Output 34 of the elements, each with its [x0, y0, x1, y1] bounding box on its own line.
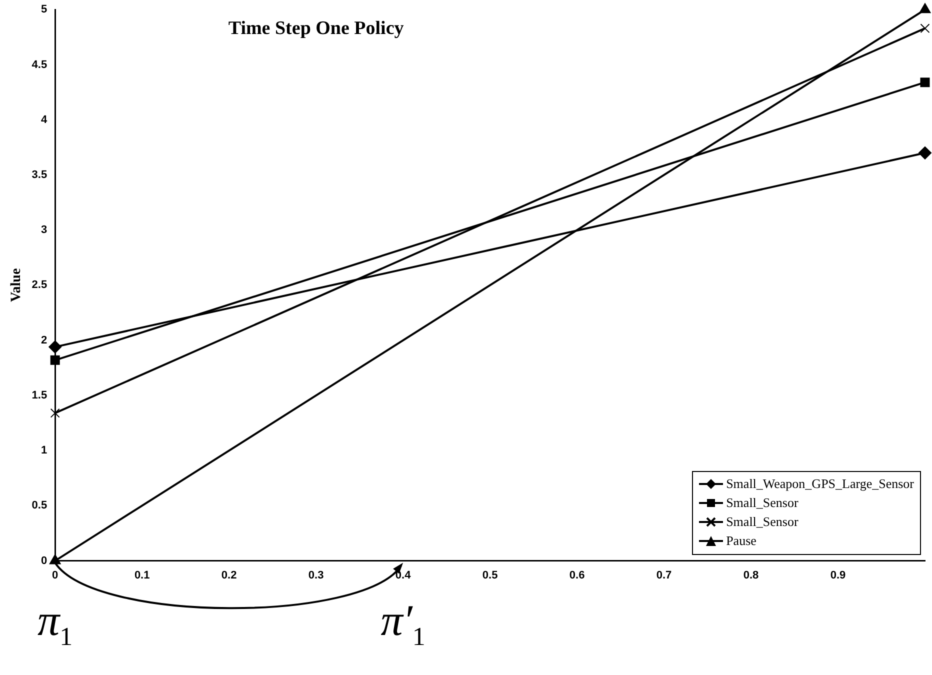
text: π′$_{1}$ — [380, 596, 426, 651]
x-tick-label: 0.1 — [134, 569, 150, 582]
y-tick-label: 4 — [40, 114, 48, 126]
point — [918, 146, 932, 160]
y-tick-label: 0 — [40, 554, 48, 567]
x-tick-label: 0.6 — [569, 569, 585, 582]
point — [920, 24, 930, 34]
x-tick-label: 0.8 — [743, 569, 759, 582]
text: Time Step One Policy — [228, 18, 404, 40]
legend-label: Pause — [726, 533, 756, 550]
x-tick-label: 0.7 — [656, 569, 672, 582]
y-tick-label: 2.5 — [32, 279, 48, 292]
y-tick-label: 4.5 — [32, 58, 48, 71]
x-tick-label: 0.2 — [221, 569, 237, 582]
x-tick-label: 0.5 — [482, 569, 498, 582]
point — [50, 355, 60, 365]
y-tick-label: 2 — [40, 334, 48, 346]
y-tick-label: 3.5 — [32, 168, 48, 181]
point — [920, 78, 930, 88]
x-tick-label: 0.3 — [308, 569, 324, 582]
point — [50, 408, 60, 418]
y-tick-label: 5 — [40, 4, 48, 16]
text: π$_{1}$ — [38, 596, 73, 651]
x-tick-label: 0 — [52, 569, 58, 582]
y-tick-label: 0.5 — [32, 500, 48, 512]
y-tick-label: 1.5 — [32, 389, 48, 402]
legend-label: Small_Weapon_GPS_Large_Sensor — [726, 476, 914, 492]
y-tick-label: 3 — [40, 224, 48, 236]
x-tick-label: 0.9 — [830, 569, 846, 582]
y-axis-title: Value — [9, 268, 24, 302]
point — [48, 340, 62, 354]
legend-label: Small_Sensor — [726, 514, 798, 530]
legend-label: Small_Sensor — [726, 495, 798, 512]
y-tick-label: 1 — [40, 444, 48, 457]
